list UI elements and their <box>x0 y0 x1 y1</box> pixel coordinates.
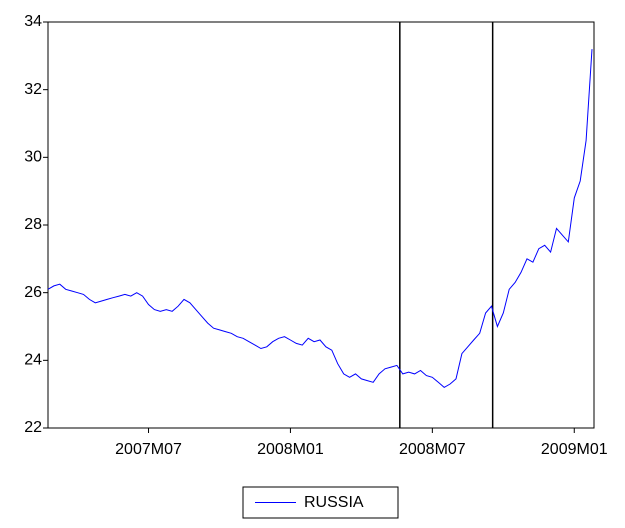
x-tick-label: 2008M07 <box>399 441 466 458</box>
y-tick-label: 28 <box>24 216 42 233</box>
series-line <box>47 49 593 389</box>
x-tick-label: 2007M07 <box>115 441 182 458</box>
y-tick-label: 24 <box>24 352 42 369</box>
y-tick-label: 30 <box>24 149 42 166</box>
legend-label: RUSSIA <box>304 494 364 511</box>
y-tick-label: 32 <box>24 81 42 98</box>
x-tick-label: 2009M01 <box>541 441 608 458</box>
y-tick-label: 26 <box>24 284 42 301</box>
x-tick-label: 2008M01 <box>257 441 324 458</box>
y-tick-label: 34 <box>24 13 42 30</box>
plot-frame <box>47 21 595 429</box>
y-tick-label: 22 <box>24 419 42 436</box>
